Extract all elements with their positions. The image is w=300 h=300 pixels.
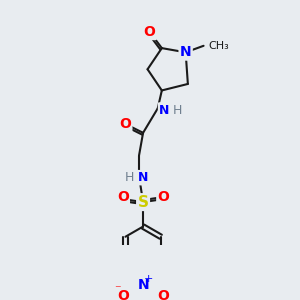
- Text: O: O: [144, 25, 155, 39]
- Text: +: +: [143, 274, 153, 284]
- Text: N: N: [180, 45, 191, 59]
- Text: O: O: [158, 190, 169, 204]
- Text: CH₃: CH₃: [208, 41, 229, 51]
- Text: O: O: [117, 190, 129, 204]
- Text: O: O: [158, 289, 169, 300]
- Text: ⁻: ⁻: [114, 284, 120, 297]
- Text: O: O: [117, 289, 129, 300]
- Text: H: H: [172, 103, 182, 116]
- Text: N: N: [137, 278, 149, 292]
- Text: S: S: [138, 195, 148, 210]
- Text: N: N: [159, 103, 169, 116]
- Text: O: O: [119, 117, 131, 131]
- Text: H: H: [124, 171, 134, 184]
- Text: N: N: [138, 171, 148, 184]
